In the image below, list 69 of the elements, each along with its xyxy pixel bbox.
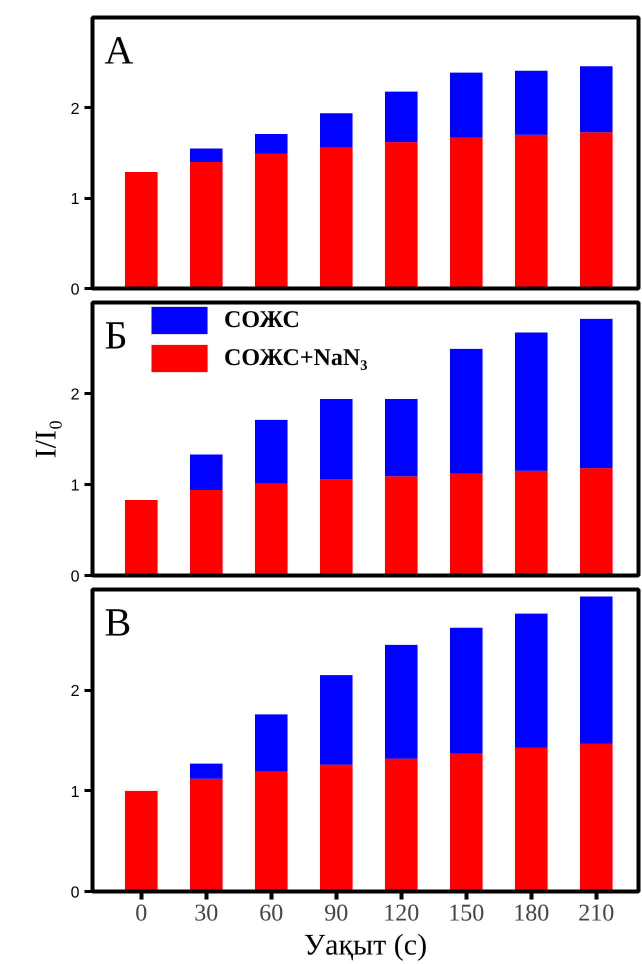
y-tick-label: 1	[70, 191, 80, 208]
x-tick-label: 210	[578, 900, 614, 926]
bar	[515, 134, 548, 288]
y-tick-label: 2	[70, 100, 80, 118]
bar	[450, 474, 482, 576]
bar	[385, 92, 418, 142]
y-tick-label: 0	[70, 568, 80, 586]
bar	[190, 778, 222, 892]
bar	[515, 614, 548, 748]
x-tick-label: 60	[259, 900, 284, 926]
bar	[320, 675, 352, 765]
bar	[320, 479, 352, 576]
bar	[580, 596, 612, 744]
x-tick-label: 180	[513, 900, 550, 926]
bar	[580, 318, 612, 468]
bar	[320, 764, 352, 892]
bar	[255, 484, 288, 576]
bar	[450, 72, 482, 138]
y-tick-label: 2	[70, 683, 80, 700]
annotation: A	[104, 28, 134, 72]
bar	[450, 138, 482, 288]
legend-label: СОЖС	[224, 306, 300, 334]
x-axis-title: Уақыт (с)	[304, 928, 428, 962]
x-tick-label: 150	[448, 900, 484, 926]
bar	[320, 398, 352, 480]
bar	[190, 490, 222, 576]
x-tick-label: 90	[324, 900, 348, 926]
bar	[450, 628, 482, 754]
bar	[580, 468, 612, 576]
bar	[385, 142, 418, 288]
bar	[255, 154, 288, 288]
y-tick-label: 1	[70, 784, 80, 801]
bar	[190, 764, 222, 779]
y-tick-label: 0	[70, 884, 80, 902]
bar	[515, 748, 548, 892]
annotation: В	[104, 600, 132, 644]
y-axis-title: I/I₀	[30, 420, 63, 458]
x-tick-label: 0	[135, 900, 148, 926]
bar	[190, 148, 222, 162]
bar	[255, 772, 288, 892]
bar	[385, 398, 418, 476]
annotation: Б	[104, 312, 128, 358]
bar	[580, 66, 612, 132]
bar	[125, 172, 158, 288]
bar	[125, 790, 158, 892]
bar	[580, 744, 612, 892]
bar	[255, 420, 288, 484]
bar	[255, 134, 288, 154]
bar	[385, 644, 418, 759]
bar	[190, 454, 222, 490]
bar	[255, 714, 288, 772]
bar	[450, 348, 482, 474]
x-tick-label: 120	[383, 900, 420, 926]
bar	[320, 148, 352, 288]
y-tick-label: 2	[70, 386, 80, 404]
bar	[320, 113, 352, 148]
bar	[385, 476, 418, 576]
bar	[125, 500, 158, 576]
x-tick-label: 30	[194, 900, 218, 926]
bar	[450, 754, 482, 892]
bar	[580, 132, 612, 288]
y-tick-label: 0	[70, 282, 80, 298]
bar	[515, 70, 548, 135]
bar	[385, 758, 418, 892]
bar	[515, 332, 548, 471]
y-tick-label: 1	[70, 478, 80, 494]
bar	[515, 470, 548, 576]
bar	[190, 162, 222, 288]
legend-label: СОЖС+NaN₃	[224, 344, 368, 372]
